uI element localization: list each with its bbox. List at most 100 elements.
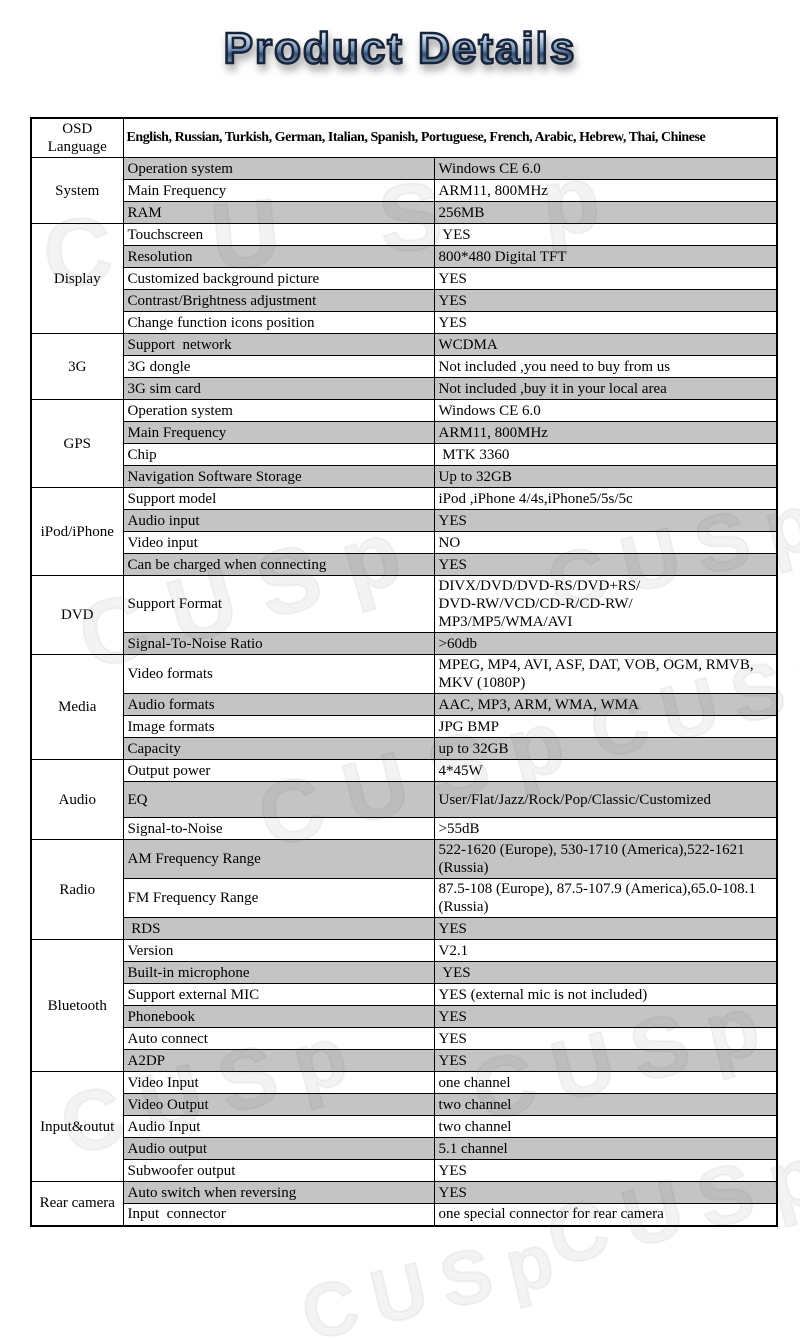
spec-value-cell: MTK 3360: [433, 443, 778, 466]
spec-value-cell: >60db: [433, 632, 778, 655]
spec-value-cell: one special connector for rear camera: [433, 1203, 778, 1226]
spec-row: Main Frequency ARM11, 800MHz: [31, 179, 778, 202]
spec-row: 3G dongle Not included ,you need to buy f…: [31, 355, 778, 378]
spec-row: Video Output two channel: [31, 1093, 778, 1116]
spec-value-cell: two channel: [433, 1093, 778, 1116]
spec-value-cell: iPod ,iPhone 4/4s,iPhone5/5s/5c: [433, 487, 778, 510]
spec-label-cell: Support external MIC: [122, 983, 435, 1006]
spec-value-cell: 800*480 Digital TFT: [433, 245, 778, 268]
spec-row: Support external MIC YES (external mic is…: [31, 983, 778, 1006]
spec-label-cell: Support Format: [122, 575, 435, 633]
spec-label-cell: RAM: [122, 201, 435, 224]
spec-value-cell: Not included ,you need to buy from us: [433, 355, 778, 378]
spec-row: Contrast/Brightness adjustment YES: [31, 289, 778, 312]
spec-row: Built-in microphone YES: [31, 961, 778, 984]
spec-value-cell: Windows CE 6.0: [433, 157, 778, 180]
spec-row: Auto connect YES: [31, 1027, 778, 1050]
spec-label-cell: EQ: [122, 781, 435, 818]
osd-language-value: English, Russian, Turkish, German, Itali…: [122, 117, 778, 158]
spec-value-cell: Windows CE 6.0: [433, 399, 778, 422]
category-cell: Audio: [30, 759, 124, 840]
spec-row: Navigation Software Storage Up to 32GB: [31, 465, 778, 488]
spec-row: System Operation system Windows CE 6.0: [30, 157, 778, 224]
category-cell: Display: [30, 223, 124, 334]
spec-label-cell: Audio input: [122, 509, 435, 532]
spec-label-cell: Change function icons position: [122, 311, 435, 334]
spec-row: Radio AM Frequency Range 522-1620 (Europe)…: [30, 839, 778, 940]
spec-label-cell: Auto connect: [122, 1027, 435, 1050]
spec-table-body: OSD Language English, Russian, Turkish, …: [30, 117, 778, 1226]
spec-row: RDS YES: [31, 917, 778, 940]
category-cell: Radio: [30, 839, 124, 940]
spec-value-cell: YES: [433, 917, 778, 940]
spec-label-cell: A2DP: [122, 1049, 435, 1072]
category-cell: System: [30, 157, 124, 224]
spec-label-cell: Audio Input: [122, 1115, 435, 1138]
spec-row: Signal-to-Noise >55dB: [31, 817, 778, 840]
spec-label-cell: Customized background picture: [122, 267, 435, 290]
spec-label-cell: Signal-To-Noise Ratio: [122, 632, 435, 655]
spec-label-cell: Signal-to-Noise: [122, 817, 435, 840]
spec-row: Video input NO: [31, 531, 778, 554]
spec-label-cell: Chip: [122, 443, 435, 466]
spec-row: Audio formats AAC, MP3, ARM, WMA, WMA: [31, 693, 778, 716]
spec-label-cell: Video formats: [122, 654, 435, 694]
spec-label-cell: Can be charged when connecting: [122, 553, 435, 576]
osd-language-row: OSD Language English, Russian, Turkish, …: [30, 117, 778, 158]
spec-value-cell: 4*45W: [433, 759, 778, 782]
spec-value-cell: YES: [433, 267, 778, 290]
spec-row: Audio Input two channel: [31, 1115, 778, 1138]
spec-label-cell: RDS: [122, 917, 435, 940]
spec-value-cell: YES: [433, 1159, 778, 1182]
spec-row: Bluetooth Version V2.1: [30, 939, 778, 1072]
spec-label-cell: Version: [122, 939, 435, 962]
spec-row: Subwoofer output YES: [31, 1159, 778, 1182]
category-cell: Media: [30, 654, 124, 760]
spec-label-cell: 3G dongle: [122, 355, 435, 378]
spec-value-cell: 87.5-108 (Europe), 87.5-107.9 (America),…: [433, 878, 778, 918]
page-header: Product Details: [0, 23, 800, 75]
spec-value-cell: ARM11, 800MHz: [433, 421, 778, 444]
spec-row: Capacity up to 32GB: [31, 737, 778, 760]
spec-label-cell: Output power: [122, 759, 435, 782]
osd-language-label: OSD Language: [30, 117, 124, 158]
spec-label-cell: Built-in microphone: [122, 961, 435, 984]
spec-value-cell: YES: [433, 1027, 778, 1050]
spec-value-cell: YES: [433, 1005, 778, 1028]
spec-value-cell: WCDMA: [433, 333, 778, 356]
spec-value-cell: ARM11, 800MHz: [433, 179, 778, 202]
spec-label-cell: Operation system: [122, 399, 435, 422]
spec-label-cell: Video input: [122, 531, 435, 554]
spec-label-cell: Audio output: [122, 1137, 435, 1160]
spec-label-cell: Main Frequency: [122, 179, 435, 202]
spec-label-cell: Contrast/Brightness adjustment: [122, 289, 435, 312]
spec-value-cell: MPEG, MP4, AVI, ASF, DAT, VOB, OGM, RMVB…: [433, 654, 778, 694]
spec-value-cell: 522-1620 (Europe), 530-1710 (America),52…: [433, 839, 778, 879]
spec-label-cell: Resolution: [122, 245, 435, 268]
spec-row: 3G sim card Not included ,buy it in your …: [31, 377, 778, 400]
spec-value-cell: Not included ,buy it in your local area: [433, 377, 778, 400]
spec-label-cell: Main Frequency: [122, 421, 435, 444]
spec-row: Signal-To-Noise Ratio >60db: [31, 632, 778, 655]
page-title: Product Details: [222, 23, 577, 75]
spec-value-cell: YES: [433, 961, 778, 984]
spec-row: DVD Support Format DIVX/DVD/DVD-RS/DVD+RS/…: [30, 575, 778, 655]
spec-value-cell: DIVX/DVD/DVD-RS/DVD+RS/ DVD-RW/VCD/CD-R/…: [433, 575, 778, 633]
spec-label-cell: FM Frequency Range: [122, 878, 435, 918]
spec-row: Media Video formats MPEG, MP4, AVI, ASF, D…: [30, 654, 778, 760]
spec-label-cell: Image formats: [122, 715, 435, 738]
spec-value-cell: >55dB: [433, 817, 778, 840]
spec-label-cell: Operation system: [122, 157, 435, 180]
spec-row: Phonebook YES: [31, 1005, 778, 1028]
spec-value-cell: YES (external mic is not included): [433, 983, 778, 1006]
spec-value-cell: 256MB: [433, 201, 778, 224]
spec-row: Change function icons position YES: [31, 311, 778, 334]
spec-value-cell: V2.1: [433, 939, 778, 962]
spec-label-cell: Support network: [122, 333, 435, 356]
watermark: CUSp: [293, 1213, 578, 1338]
spec-row: Customized background picture YES: [31, 267, 778, 290]
spec-label-cell: Subwoofer output: [122, 1159, 435, 1182]
spec-value-cell: one channel: [433, 1071, 778, 1094]
spec-label-cell: 3G sim card: [122, 377, 435, 400]
